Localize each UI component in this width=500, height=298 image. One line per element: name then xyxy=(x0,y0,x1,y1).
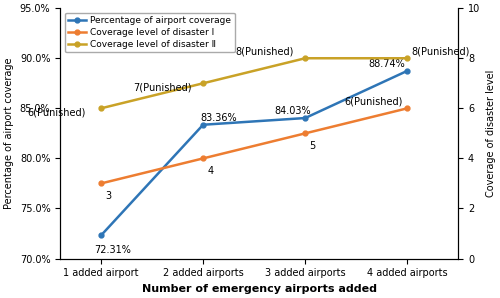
Text: 6(Punished): 6(Punished) xyxy=(345,96,403,106)
Text: 84.03%: 84.03% xyxy=(274,106,312,116)
Text: 8(Punished): 8(Punished) xyxy=(412,46,470,56)
Text: 3: 3 xyxy=(105,191,112,201)
Y-axis label: Coverage of disaster level: Coverage of disaster level xyxy=(486,70,496,197)
Line: Percentage of airport coverage: Percentage of airport coverage xyxy=(98,69,409,238)
Percentage of airport coverage xyxy=(404,69,410,73)
Text: 4: 4 xyxy=(208,166,214,176)
Coverage level of disaster Ⅱ xyxy=(302,56,308,60)
Percentage of airport coverage xyxy=(200,123,206,127)
Legend: Percentage of airport coverage, Coverage level of disaster Ⅰ, Coverage level of : Percentage of airport coverage, Coverage… xyxy=(64,13,234,52)
Coverage level of disaster Ⅰ xyxy=(200,157,206,160)
Text: 88.74%: 88.74% xyxy=(368,59,405,69)
X-axis label: Number of emergency airports added: Number of emergency airports added xyxy=(142,284,377,294)
Text: 8(Punished): 8(Punished) xyxy=(236,46,294,56)
Coverage level of disaster Ⅱ xyxy=(404,56,410,60)
Text: 6(Punished): 6(Punished) xyxy=(28,107,86,117)
Text: 72.31%: 72.31% xyxy=(94,246,131,255)
Coverage level of disaster Ⅰ xyxy=(98,182,104,185)
Text: 5: 5 xyxy=(310,141,316,150)
Line: Coverage level of disaster Ⅱ: Coverage level of disaster Ⅱ xyxy=(98,56,409,111)
Coverage level of disaster Ⅰ xyxy=(404,106,410,110)
Percentage of airport coverage xyxy=(302,116,308,120)
Coverage level of disaster Ⅱ xyxy=(200,81,206,85)
Percentage of airport coverage xyxy=(98,234,104,237)
Coverage level of disaster Ⅰ xyxy=(302,132,308,135)
Line: Coverage level of disaster Ⅰ: Coverage level of disaster Ⅰ xyxy=(98,106,409,186)
Text: 7(Punished): 7(Punished) xyxy=(134,82,192,92)
Y-axis label: Percentage of airport coverage: Percentage of airport coverage xyxy=(4,58,14,209)
Text: 83.36%: 83.36% xyxy=(200,113,237,122)
Coverage level of disaster Ⅱ xyxy=(98,106,104,110)
